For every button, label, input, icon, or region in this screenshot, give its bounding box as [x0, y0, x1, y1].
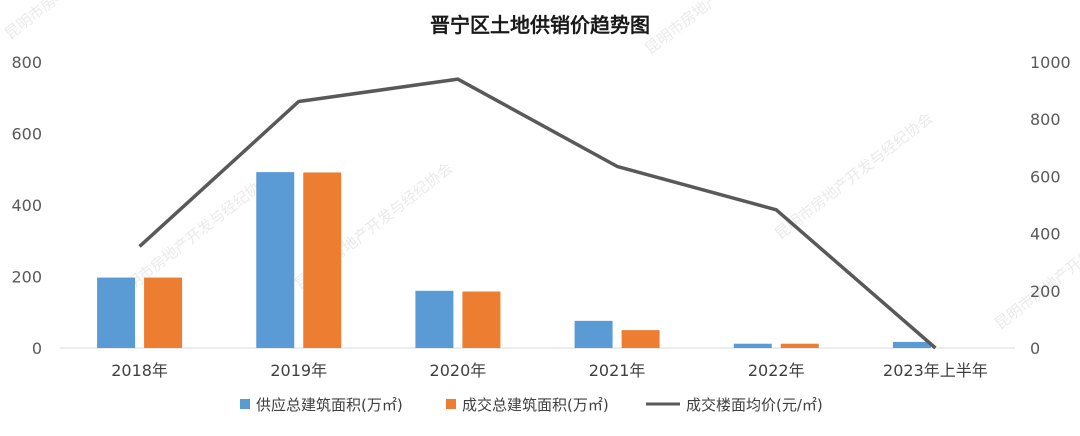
watermark-text: 昆明市房地产开发与经纪协会	[111, 169, 276, 303]
watermark-text: 昆明市房地产开发与经纪协会	[1, 0, 166, 43]
chart-title: 晋宁区土地供销价趋势图	[430, 13, 650, 37]
axes: 0 200 400 600 800 0 200 400 600 800 1000 2018年 2019年…	[11, 53, 1070, 380]
watermark-text: 昆明市房地产开发与经纪协会	[771, 109, 936, 243]
legend-swatch	[446, 399, 456, 409]
bar	[256, 172, 295, 348]
x-tick-label: 2018年	[111, 361, 168, 380]
bar	[574, 320, 613, 348]
x-tick-label: 2019年	[270, 361, 327, 380]
x-tick-label: 2023年上半年	[883, 361, 988, 380]
line-layer	[138, 77, 937, 350]
bar	[303, 172, 342, 348]
legend-label: 成交总建筑面积(万㎡)	[462, 396, 609, 414]
bar	[733, 343, 772, 348]
y-right-tick-label: 0	[1030, 339, 1040, 358]
bar	[621, 330, 660, 348]
x-tick-label: 2022年	[748, 361, 805, 380]
y-right-tick-label: 200	[1030, 282, 1061, 301]
line-series	[138, 77, 937, 350]
x-tick-label: 2021年	[589, 361, 646, 380]
bar	[462, 291, 501, 348]
y-left-tick-label: 800	[11, 53, 42, 72]
x-tick-label: 2020年	[430, 361, 487, 380]
y-left-tick-label: 400	[11, 196, 42, 215]
bars-layer	[97, 172, 931, 348]
bar	[892, 341, 931, 348]
bar	[97, 277, 136, 348]
y-right-tick-label: 600	[1030, 167, 1061, 186]
watermark-text: 昆明市房地产开发与经纪协会	[641, 0, 806, 58]
bar	[780, 343, 819, 348]
y-right-tick-label: 1000	[1030, 53, 1071, 72]
y-right-tick-label: 800	[1030, 110, 1061, 129]
bar	[415, 290, 454, 348]
y-left-tick-label: 0	[32, 339, 42, 358]
legend: 供应总建筑面积(万㎡) 成交总建筑面积(万㎡) 成交楼面均价(元/㎡)	[240, 396, 823, 414]
legend-swatch	[240, 399, 250, 409]
legend-label: 成交楼面均价(元/㎡)	[686, 396, 823, 414]
bar	[144, 277, 183, 348]
legend-label: 供应总建筑面积(万㎡)	[256, 396, 403, 414]
y-right-tick-label: 400	[1030, 225, 1061, 244]
y-left-tick-label: 200	[11, 268, 42, 287]
y-left-tick-label: 600	[11, 125, 42, 144]
watermark-text: 昆明市房地产开发与经纪协会	[991, 199, 1080, 333]
